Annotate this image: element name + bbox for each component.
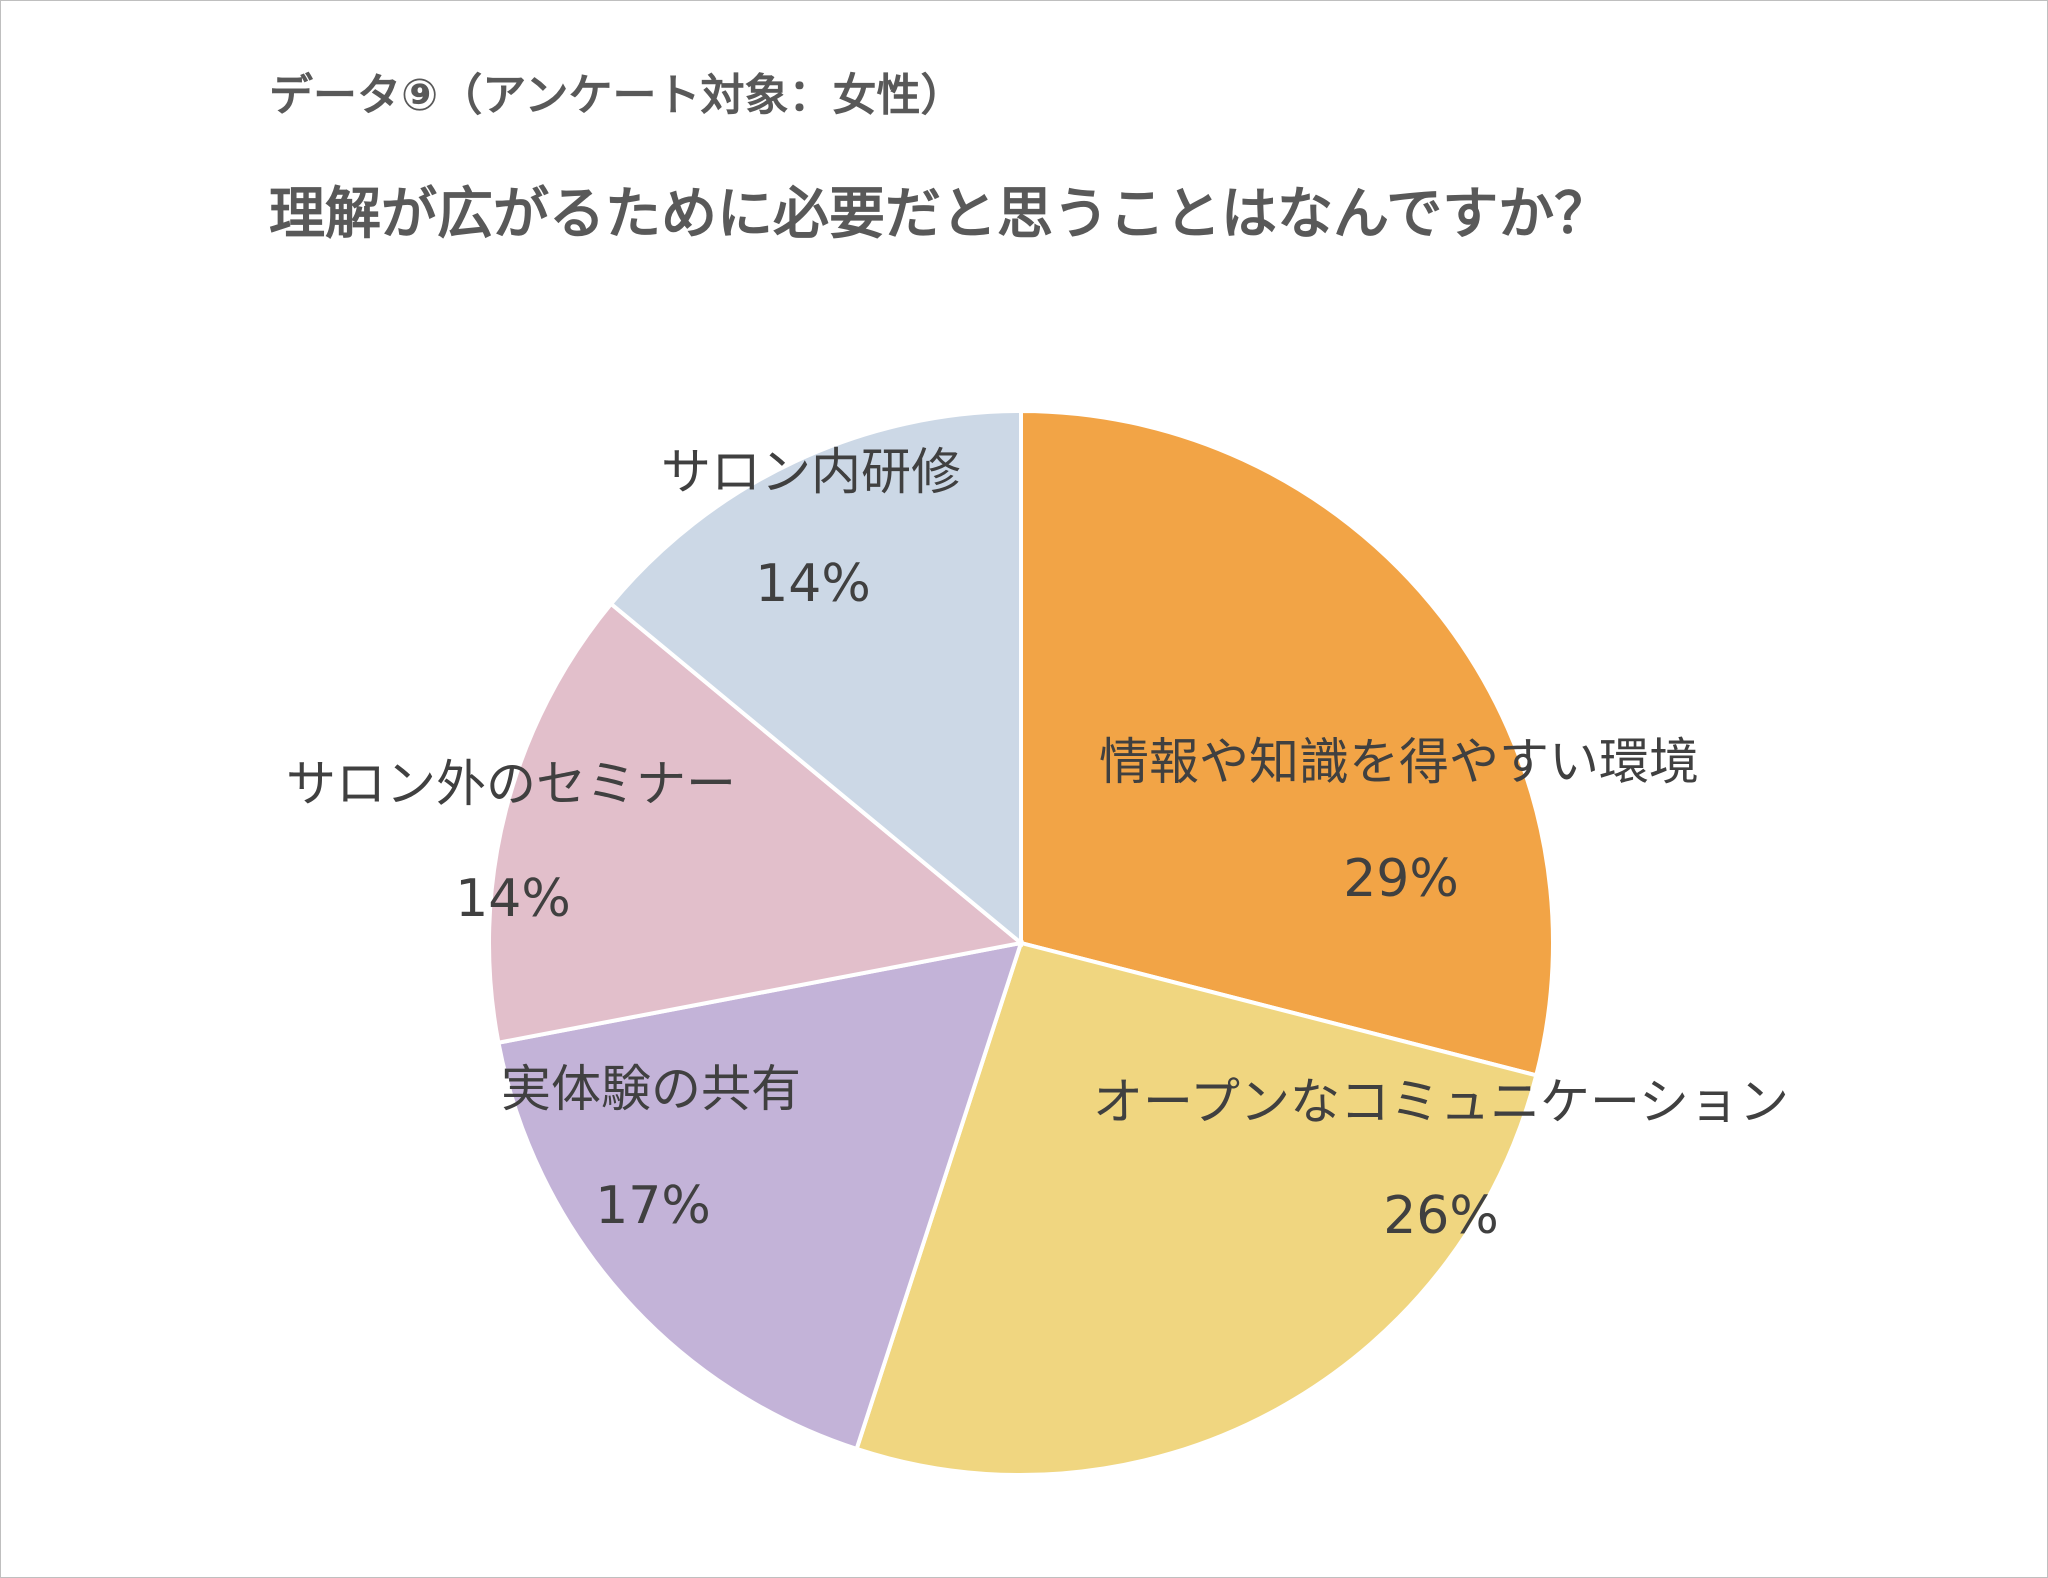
slice-percent-2: 26% <box>1383 1186 1499 1246</box>
slice-percent-5: 14% <box>755 554 871 614</box>
slice-percent-4: 14% <box>455 869 571 929</box>
slice-label-1: 情報や知識を得やすい環境 <box>1099 733 1699 791</box>
slice-label-2: オープンなコミュニケーション <box>1093 1073 1789 1131</box>
pie-slice-1 <box>1019 408 1556 1078</box>
slice-label-5: サロン内研修 <box>661 443 961 501</box>
slice-label-3: 実体験の共有 <box>501 1060 801 1118</box>
slice-percent-3: 17% <box>595 1176 711 1236</box>
chart-title: 理解が広がるために必要だと思うことはなんですか？ <box>269 182 1611 247</box>
slice-label-4: サロン外のセミナー <box>286 755 736 813</box>
pie-slice-4 <box>487 601 1026 1046</box>
slice-percent-1: 29% <box>1343 849 1459 909</box>
chart-subtitle: データ⑨（アンケート対象：女性） <box>269 70 965 121</box>
pie-slice-5 <box>608 408 1023 948</box>
pie-slice-2 <box>854 940 1539 1477</box>
pie-slice-3 <box>496 940 1024 1452</box>
